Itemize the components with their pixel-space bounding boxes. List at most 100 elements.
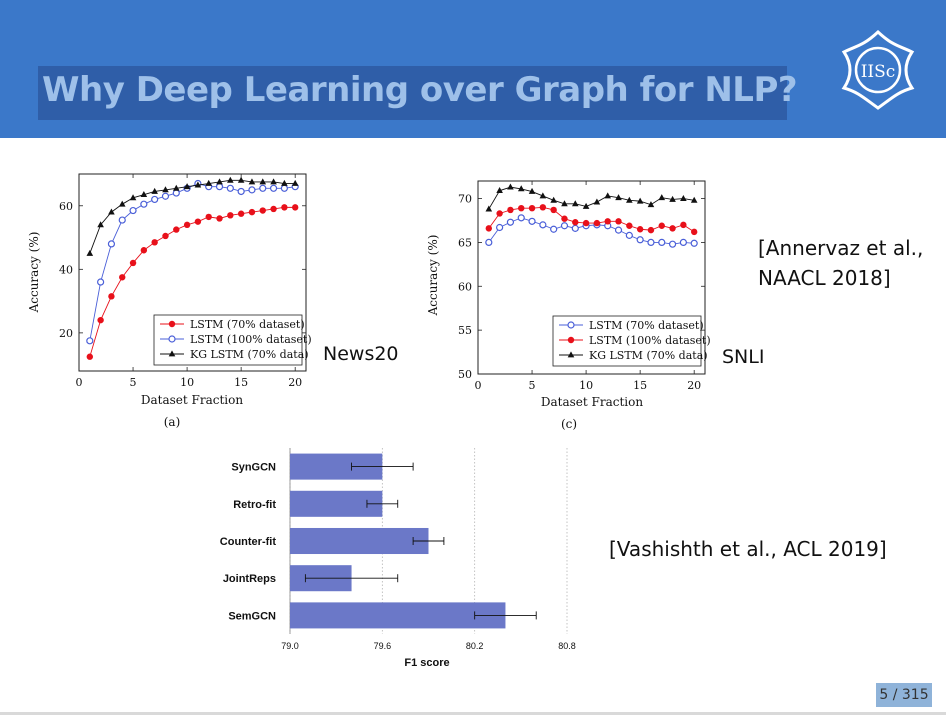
data-point-s0 xyxy=(291,204,299,211)
data-point-s0 xyxy=(108,293,115,300)
data-point-s2 xyxy=(539,192,547,199)
legend-label-2: KG LSTM (70% data) xyxy=(589,349,708,362)
data-point-s0 xyxy=(281,204,288,211)
data-point-s2 xyxy=(550,196,557,203)
logo-text: IISc xyxy=(861,62,896,82)
data-point-s2 xyxy=(690,196,698,203)
data-point-s1 xyxy=(269,184,278,192)
chart-a-caption: (a) xyxy=(164,415,181,429)
chart-b-xlabel: F1 score xyxy=(404,657,449,669)
data-point-s0 xyxy=(86,353,94,360)
snli-label: SNLI xyxy=(722,346,765,368)
data-point-s1 xyxy=(151,195,159,204)
data-point-s1 xyxy=(615,218,622,225)
bar-semgcn xyxy=(290,602,506,629)
x-tick-label: 10 xyxy=(180,376,194,389)
data-point-s1 xyxy=(507,206,514,214)
data-point-s0 xyxy=(571,224,579,232)
data-point-s0 xyxy=(647,238,655,247)
category-label: Counter-fit xyxy=(220,536,277,548)
chart-a-xlabel: Dataset Fraction xyxy=(141,393,243,407)
data-point-s2 xyxy=(140,191,148,198)
x-tick-label: 15 xyxy=(633,379,647,392)
data-point-s1 xyxy=(161,192,170,200)
y-tick-label: 40 xyxy=(59,263,73,276)
x-tick-label: 79.6 xyxy=(374,641,392,651)
x-tick-label: 10 xyxy=(579,379,593,392)
data-point-s1 xyxy=(129,206,137,215)
data-point-s2 xyxy=(658,194,666,201)
citation-annervaz-line2: NAACL 2018] xyxy=(758,266,891,290)
chart-c-frame xyxy=(477,180,706,375)
legend-marker-1 xyxy=(168,335,176,343)
data-point-s1 xyxy=(658,222,665,229)
data-point-s1 xyxy=(259,184,267,192)
legend-label-0: LSTM (70% dataset) xyxy=(589,319,704,332)
x-tick-label: 79.0 xyxy=(281,641,299,651)
category-label: SynGCN xyxy=(231,462,276,474)
citation-annervaz-line1: [Annervaz et al., xyxy=(758,236,924,260)
x-tick-label: 5 xyxy=(130,376,137,389)
legend-marker-1 xyxy=(567,336,575,344)
data-point-s0 xyxy=(194,218,202,225)
data-point-s0 xyxy=(517,214,525,222)
data-point-s0 xyxy=(485,238,493,247)
data-point-s1 xyxy=(215,183,224,191)
data-point-s2 xyxy=(680,194,687,201)
data-point-s2 xyxy=(205,179,213,186)
data-point-s2 xyxy=(636,197,644,204)
data-point-s0 xyxy=(162,232,169,240)
data-point-s1 xyxy=(107,240,116,248)
data-point-s2 xyxy=(270,178,277,185)
data-point-s2 xyxy=(259,178,267,185)
category-label: SemGCN xyxy=(228,610,276,622)
chart-a-frame xyxy=(78,173,307,372)
legend-marker-2 xyxy=(168,350,176,357)
iisc-logo: IISc xyxy=(841,29,915,110)
x-tick-label: 0 xyxy=(475,379,482,392)
chart-c-ylabel: Accuracy (%) xyxy=(426,235,440,317)
data-point-s1 xyxy=(550,206,557,214)
data-point-s2 xyxy=(227,176,234,183)
data-point-s0 xyxy=(496,223,504,232)
chart-c-xlabel: Dataset Fraction xyxy=(541,395,643,409)
y-tick-label: 60 xyxy=(458,280,472,293)
data-point-s2 xyxy=(216,178,223,185)
data-point-s2 xyxy=(281,179,288,186)
data-point-s2 xyxy=(528,187,536,194)
data-point-s2 xyxy=(647,201,655,208)
data-point-s0 xyxy=(97,316,104,324)
data-point-s0 xyxy=(129,259,137,267)
x-tick-label: 20 xyxy=(288,376,302,389)
data-point-s2 xyxy=(291,179,299,186)
data-point-s1 xyxy=(172,189,180,197)
legend-label-1: LSTM (100% dataset) xyxy=(190,333,312,346)
f1-bar-chart: 79.0 79.6 80.2 80.8 SynGCN Retro-fit Counter-f… xyxy=(220,448,576,669)
data-point-s2 xyxy=(604,192,612,199)
snli-line-chart: 0 5 10 15 20 50 55 60 65 70 LSTM (70% dataset) LST… xyxy=(426,180,711,431)
data-point-s2 xyxy=(183,183,191,190)
page-number: 5 / 315 xyxy=(876,683,932,707)
data-point-s2 xyxy=(97,221,104,228)
data-point-s2 xyxy=(626,196,633,203)
data-point-s0 xyxy=(668,240,677,248)
x-tick-label: 0 xyxy=(76,376,83,389)
data-point-s0 xyxy=(140,247,148,254)
data-point-s0 xyxy=(690,239,698,247)
news20-line-chart: 0 5 10 15 20 20 40 60 LSTM (70% dataset) LSTM (1… xyxy=(27,173,312,429)
news20-label: News20 xyxy=(323,343,399,365)
data-point-s1 xyxy=(572,219,579,226)
data-point-s1 xyxy=(237,187,245,196)
data-point-s0 xyxy=(679,238,687,247)
data-point-s2 xyxy=(108,208,115,215)
data-point-s2 xyxy=(237,176,245,183)
data-point-s1 xyxy=(528,204,536,212)
data-point-s2 xyxy=(248,178,256,185)
data-point-s0 xyxy=(560,222,569,230)
data-point-s1 xyxy=(582,219,590,227)
data-point-s2 xyxy=(669,195,676,202)
data-point-s1 xyxy=(248,186,256,194)
y-tick-label: 65 xyxy=(458,236,472,249)
data-point-s0 xyxy=(216,215,223,222)
category-label: Retro-fit xyxy=(233,499,276,511)
